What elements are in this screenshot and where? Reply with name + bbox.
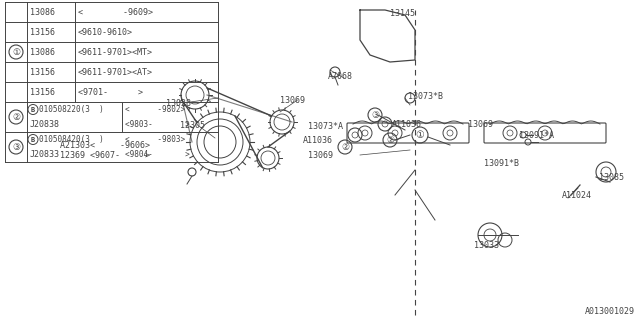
Text: 12369 <9607-     >: 12369 <9607- > <box>60 150 150 159</box>
Text: B: B <box>31 107 35 113</box>
Text: A11036: A11036 <box>303 135 333 145</box>
Text: <9610-9610>: <9610-9610> <box>78 28 133 36</box>
Text: J20838: J20838 <box>30 120 60 129</box>
Text: 13086: 13086 <box>30 47 55 57</box>
Text: <      -9802>: < -9802> <box>125 105 185 114</box>
Text: ③: ③ <box>12 142 20 151</box>
Text: A7068: A7068 <box>328 71 353 81</box>
Text: 13033: 13033 <box>474 242 499 251</box>
Text: 13073*B: 13073*B <box>408 92 443 100</box>
Text: 12305: 12305 <box>180 121 205 130</box>
Text: 13156: 13156 <box>30 28 55 36</box>
Text: 13091*A: 13091*A <box>519 131 554 140</box>
Text: A013001029: A013001029 <box>585 308 635 316</box>
Text: <9701-      >: <9701- > <box>78 87 143 97</box>
Text: ③: ③ <box>371 110 379 119</box>
Text: 13073*A: 13073*A <box>308 122 343 131</box>
Text: 13028: 13028 <box>166 99 191 108</box>
Text: <9803-       >: <9803- > <box>125 120 189 129</box>
Text: <9611-9701><MT>: <9611-9701><MT> <box>78 47 153 57</box>
Text: ②: ② <box>386 135 394 145</box>
Text: 13069: 13069 <box>308 150 333 159</box>
Text: <      -9803>: < -9803> <box>125 135 185 144</box>
Text: 13069: 13069 <box>280 95 305 105</box>
Text: <9611-9701><AT>: <9611-9701><AT> <box>78 68 153 76</box>
Text: <9804-       >: <9804- > <box>125 150 189 159</box>
Text: 13085: 13085 <box>599 172 624 181</box>
Text: 13086: 13086 <box>30 7 55 17</box>
Text: 010508220(3  ): 010508220(3 ) <box>39 105 104 114</box>
Text: 13156: 13156 <box>30 87 55 97</box>
Text: ①: ① <box>12 47 20 57</box>
Text: A11024: A11024 <box>562 191 592 201</box>
Text: 13156: 13156 <box>30 68 55 76</box>
Text: A21303<     -9606>: A21303< -9606> <box>60 140 150 149</box>
Text: ①: ① <box>415 130 424 140</box>
Text: 13091*B: 13091*B <box>484 158 519 167</box>
Text: 13069: 13069 <box>468 119 493 129</box>
Text: A11036: A11036 <box>392 119 422 129</box>
Text: <        -9609>: < -9609> <box>78 7 153 17</box>
Text: J20833: J20833 <box>30 150 60 159</box>
Text: ②: ② <box>12 113 20 122</box>
Text: B: B <box>31 137 35 142</box>
Text: ②: ② <box>341 142 349 151</box>
Text: 010508420(3  ): 010508420(3 ) <box>39 135 104 144</box>
Text: 13145: 13145 <box>390 9 415 18</box>
